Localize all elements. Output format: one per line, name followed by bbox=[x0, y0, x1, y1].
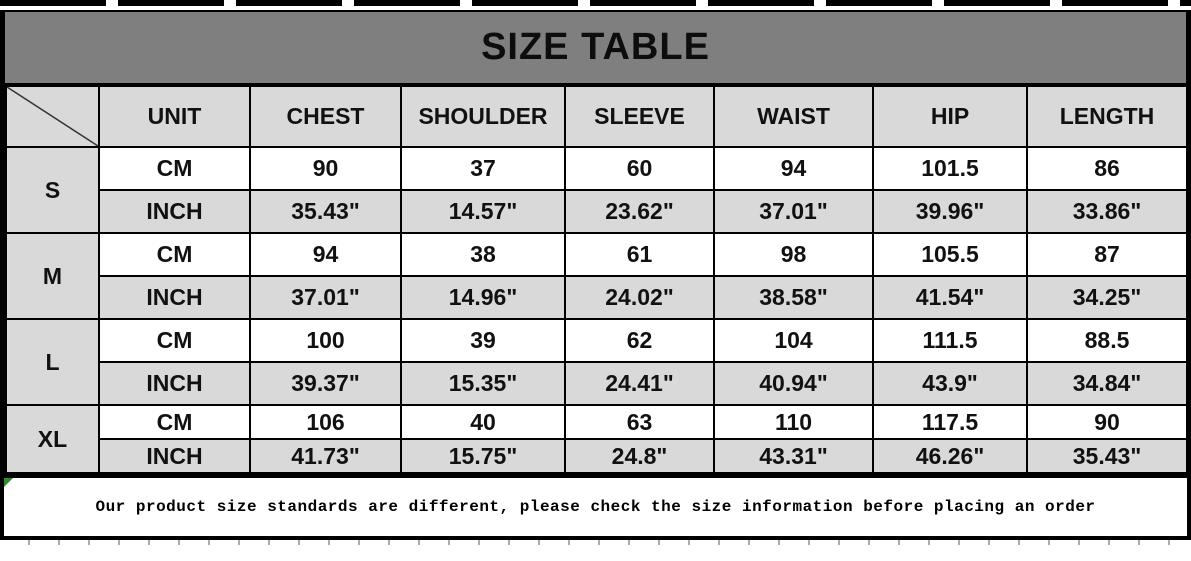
page-title: SIZE TABLE bbox=[5, 10, 1186, 85]
size-label-m: M bbox=[5, 232, 100, 320]
unit-cell: INCH bbox=[98, 361, 251, 406]
value-cell: 98 bbox=[713, 232, 874, 277]
table-body: SIZE TABLE UNIT CHEST SHOULDER SLEEVE WA… bbox=[0, 10, 1191, 474]
value-cell: 43.9" bbox=[872, 361, 1028, 406]
value-cell: 24.41" bbox=[564, 361, 715, 406]
unit-cell: CM bbox=[98, 404, 251, 440]
value-cell: 90 bbox=[249, 146, 402, 191]
header-chest: CHEST bbox=[249, 85, 402, 148]
header-sleeve: SLEEVE bbox=[564, 85, 715, 148]
value-cell: 62 bbox=[564, 318, 715, 363]
cell-corner-marker-icon bbox=[4, 478, 13, 487]
unit-cell: CM bbox=[98, 232, 251, 277]
size-table: UNIT CHEST SHOULDER SLEEVE WAIST HIP LEN… bbox=[5, 85, 1188, 474]
value-cell: 90 bbox=[1026, 404, 1188, 440]
unit-cell: INCH bbox=[98, 275, 251, 320]
size-label-xl: XL bbox=[5, 404, 100, 474]
value-cell: 41.54" bbox=[872, 275, 1028, 320]
value-cell: 38.58" bbox=[713, 275, 874, 320]
value-cell: 37 bbox=[400, 146, 566, 191]
value-cell: 87 bbox=[1026, 232, 1188, 277]
row-s-cm: S CM 90 37 60 94 101.5 86 bbox=[5, 146, 1188, 234]
value-cell: 39 bbox=[400, 318, 566, 363]
value-cell: 63 bbox=[564, 404, 715, 440]
value-cell: 86 bbox=[1026, 146, 1188, 191]
row-l-inch: INCH 39.37" 15.35" 24.41" 40.94" 43.9" 3… bbox=[6, 361, 1188, 406]
size-label-s: S bbox=[5, 146, 100, 234]
value-cell: 41.73" bbox=[249, 438, 402, 474]
diagonal-line-icon bbox=[7, 87, 98, 146]
value-cell: 37.01" bbox=[713, 189, 874, 234]
value-cell: 105.5 bbox=[872, 232, 1028, 277]
value-cell: 14.96" bbox=[400, 275, 566, 320]
value-cell: 15.35" bbox=[400, 361, 566, 406]
value-cell: 40.94" bbox=[713, 361, 874, 406]
row-m-cm: M CM 94 38 61 98 105.5 87 bbox=[5, 232, 1188, 320]
value-cell: 60 bbox=[564, 146, 715, 191]
diagonal-corner-cell bbox=[5, 85, 100, 148]
value-cell: 38 bbox=[400, 232, 566, 277]
size-label-l: L bbox=[5, 318, 100, 406]
value-cell: 43.31" bbox=[713, 438, 874, 474]
size-note: Our product size standards are different… bbox=[0, 474, 1191, 540]
value-cell: 39.96" bbox=[872, 189, 1028, 234]
header-length: LENGTH bbox=[1026, 85, 1188, 148]
value-cell: 23.62" bbox=[564, 189, 715, 234]
header-row: UNIT CHEST SHOULDER SLEEVE WAIST HIP LEN… bbox=[5, 85, 1188, 148]
header-waist: WAIST bbox=[713, 85, 874, 148]
value-cell: 46.26" bbox=[872, 438, 1028, 474]
value-cell: 34.84" bbox=[1026, 361, 1188, 406]
row-l-cm: L CM 100 39 62 104 111.5 88.5 bbox=[5, 318, 1188, 406]
value-cell: 61 bbox=[564, 232, 715, 277]
value-cell: 35.43" bbox=[1026, 438, 1188, 474]
row-m-inch: INCH 37.01" 14.96" 24.02" 38.58" 41.54" … bbox=[6, 275, 1188, 320]
value-cell: 111.5 bbox=[872, 318, 1028, 363]
value-cell: 100 bbox=[249, 318, 402, 363]
cropped-gridline-top bbox=[0, 0, 1191, 6]
value-cell: 34.25" bbox=[1026, 275, 1188, 320]
value-cell: 88.5 bbox=[1026, 318, 1188, 363]
value-cell: 35.43" bbox=[249, 189, 402, 234]
unit-cell: CM bbox=[98, 146, 251, 191]
header-unit: UNIT bbox=[98, 85, 251, 148]
value-cell: 14.57" bbox=[400, 189, 566, 234]
size-note-text: Our product size standards are different… bbox=[95, 498, 1096, 516]
value-cell: 15.75" bbox=[400, 438, 566, 474]
unit-cell: INCH bbox=[98, 189, 251, 234]
value-cell: 40 bbox=[400, 404, 566, 440]
cropped-gridline-bottom bbox=[0, 540, 1191, 545]
row-s-inch: INCH 35.43" 14.57" 23.62" 37.01" 39.96" … bbox=[6, 189, 1188, 234]
value-cell: 104 bbox=[713, 318, 874, 363]
unit-cell: INCH bbox=[98, 438, 251, 474]
value-cell: 24.8" bbox=[564, 438, 715, 474]
header-hip: HIP bbox=[872, 85, 1028, 148]
value-cell: 110 bbox=[713, 404, 874, 440]
row-xl-cm: XL CM 106 40 63 110 117.5 90 bbox=[5, 404, 1188, 474]
value-cell: 94 bbox=[249, 232, 402, 277]
value-cell: 33.86" bbox=[1026, 189, 1188, 234]
top-gap bbox=[0, 6, 1191, 10]
header-shoulder: SHOULDER bbox=[400, 85, 566, 148]
value-cell: 106 bbox=[249, 404, 402, 440]
value-cell: 24.02" bbox=[564, 275, 715, 320]
value-cell: 39.37" bbox=[249, 361, 402, 406]
value-cell: 37.01" bbox=[249, 275, 402, 320]
row-xl-inch: INCH 41.73" 15.75" 24.8" 43.31" 46.26" 3… bbox=[6, 438, 1188, 474]
value-cell: 94 bbox=[713, 146, 874, 191]
unit-cell: CM bbox=[98, 318, 251, 363]
value-cell: 117.5 bbox=[872, 404, 1028, 440]
value-cell: 101.5 bbox=[872, 146, 1028, 191]
